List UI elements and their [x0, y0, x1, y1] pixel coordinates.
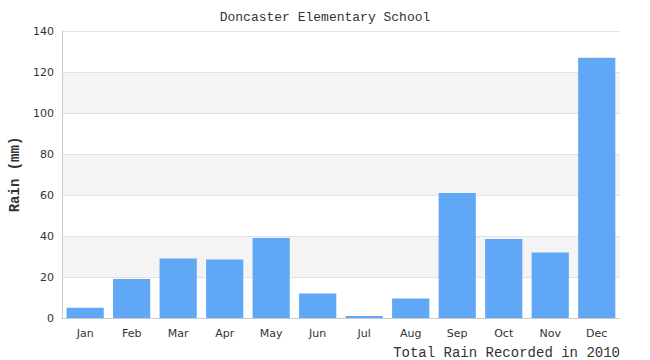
svg-text:Sep: Sep [447, 327, 468, 340]
svg-text:Jun: Jun [308, 327, 326, 340]
svg-text:Apr: Apr [215, 327, 235, 340]
svg-text:Rain (mm): Rain (mm) [7, 137, 23, 213]
svg-text:Mar: Mar [168, 327, 189, 340]
svg-text:140: 140 [33, 25, 54, 38]
svg-text:Dec: Dec [586, 327, 607, 340]
svg-text:Doncaster Elementary School: Doncaster Elementary School [220, 10, 431, 25]
svg-text:Aug: Aug [400, 327, 421, 340]
svg-text:May: May [260, 327, 283, 340]
svg-text:100: 100 [33, 107, 54, 120]
svg-text:Total Rain Recorded in 2010: Total Rain Recorded in 2010 [393, 345, 620, 360]
svg-text:40: 40 [40, 230, 54, 243]
svg-text:20: 20 [40, 271, 54, 284]
svg-text:60: 60 [40, 189, 54, 202]
svg-text:120: 120 [33, 66, 54, 79]
svg-text:Feb: Feb [122, 327, 141, 340]
svg-text:Oct: Oct [494, 327, 514, 340]
svg-text:Nov: Nov [540, 327, 562, 340]
svg-text:Jan: Jan [76, 327, 94, 340]
svg-text:Jul: Jul [357, 327, 371, 340]
svg-text:0: 0 [47, 312, 54, 325]
svg-text:80: 80 [40, 148, 54, 161]
